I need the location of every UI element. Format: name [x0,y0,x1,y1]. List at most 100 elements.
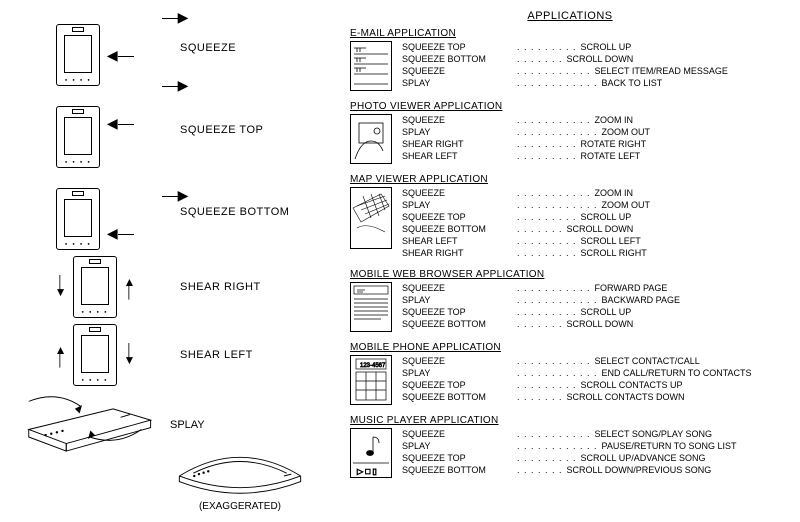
device-icon: ● ● ● ● [56,188,100,250]
gesture-squeeze-bottom: ▶ ● ● ● ● ◀ SQUEEZE BOTTOM [10,174,340,250]
dot-leader: . . . . . . . [517,223,563,235]
mapping-action: SCROLL DOWN/PREVIOUS SONG [563,464,712,476]
device-icon: ● ● ● ● [56,106,100,168]
dot-leader: . . . . . . . . . [517,138,577,150]
dot-leader: . . . . . . . . . [517,306,577,318]
dot-leader: . . . . . . . . . . . . [517,367,598,379]
mapping-gesture: SPLAY [402,77,517,89]
arrow-up-icon: ▲│ [55,345,67,365]
mapping-action: SELECT SONG/PLAY SONG [591,428,713,440]
mapping-row: SPLAY. . . . . . . . . . . .ZOOM OUT [402,199,790,211]
app-email: E-MAIL APPLICATION SQUEEZE TOP. . . . . … [350,28,790,91]
app-music: MUSIC PLAYER APPLICATION ▷ □ ▯ SQUEEZE. … [350,415,790,478]
mapping-gesture: SQUEEZE [402,355,517,367]
dot-leader: . . . . . . . [517,391,563,403]
email-icon [350,41,392,91]
mapping-row: SQUEEZE TOP. . . . . . . . .SCROLL UP [402,41,790,53]
mapping-gesture: SQUEEZE TOP [402,452,517,464]
app-map: MAP VIEWER APPLICATION SQUEEZE. . . . . … [350,174,790,259]
splay-exaggerated-icon [170,448,310,499]
mapping-action: END CALL/RETURN TO CONTACTS [598,367,752,379]
app-email-rows: SQUEEZE TOP. . . . . . . . .SCROLL UPSQU… [402,41,790,91]
arrow-down-icon: │▼ [124,345,136,365]
app-map-rows: SQUEEZE. . . . . . . . . . .ZOOM INSPLAY… [402,187,790,259]
dot-leader: . . . . . . . [517,318,563,330]
mapping-action: ZOOM OUT [598,126,651,138]
mapping-row: SPLAY. . . . . . . . . . . .ZOOM OUT [402,126,790,138]
gesture-splay-exaggerated: (EXAGGERATED) [140,448,340,512]
mapping-row: SQUEEZE TOP. . . . . . . . .SCROLL CONTA… [402,379,790,391]
mapping-gesture: SQUEEZE TOP [402,211,517,223]
mapping-action: ZOOM IN [591,187,634,199]
mapping-action: SCROLL UP/ADVANCE SONG [577,452,706,464]
mapping-gesture: SQUEEZE [402,114,517,126]
mapping-row: SQUEEZE TOP. . . . . . . . .SCROLL UP [402,306,790,318]
mapping-action: ROTATE RIGHT [577,138,647,150]
mapping-row: SHEAR RIGHT. . . . . . . . .ROTATE RIGHT [402,138,790,150]
mapping-action: SCROLL UP [577,211,632,223]
mapping-action: PAUSE/RETURN TO SONG LIST [598,440,737,452]
arrow-up-icon: ▲│ [124,277,136,297]
mapping-gesture: SQUEEZE BOTTOM [402,464,517,476]
mapping-row: SQUEEZE. . . . . . . . . . .FORWARD PAGE [402,282,790,294]
app-photo-rows: SQUEEZE. . . . . . . . . . .ZOOM INSPLAY… [402,114,790,164]
svg-text:▷ □ ▯: ▷ □ ▯ [357,467,377,476]
dot-leader: . . . . . . . . . [517,235,577,247]
app-web-title: MOBILE WEB BROWSER APPLICATION [350,269,790,280]
map-icon [350,187,392,249]
mapping-row: SQUEEZE TOP. . . . . . . . .SCROLL UP [402,211,790,223]
mapping-gesture: SHEAR LEFT [402,235,517,247]
gesture-squeeze-top-label: SQUEEZE TOP [180,124,263,136]
dot-leader: . . . . . . . . . . . [517,187,591,199]
dot-leader: . . . . . . . . . [517,379,577,391]
mapping-gesture: SQUEEZE TOP [402,41,517,53]
dot-leader: . . . . . . . [517,53,563,65]
mapping-action: SCROLL RIGHT [577,247,647,259]
mapping-action: BACKWARD PAGE [598,294,681,306]
mapping-gesture: SQUEEZE [402,282,517,294]
app-photo: PHOTO VIEWER APPLICATION SQUEEZE. . . . … [350,101,790,164]
mapping-gesture: SQUEEZE [402,187,517,199]
arrow-left-icon: ◀ [107,48,134,62]
dot-leader: . . . . . . . . . [517,452,577,464]
dot-leader: . . . . . . . . . . . . [517,77,598,89]
app-web-rows: SQUEEZE. . . . . . . . . . .FORWARD PAGE… [402,282,790,332]
mapping-row: SPLAY. . . . . . . . . . . .END CALL/RET… [402,367,790,379]
mapping-row: SQUEEZE. . . . . . . . . . .ZOOM IN [402,187,790,199]
mapping-gesture: SQUEEZE [402,65,517,77]
applications-title: APPLICATIONS [350,10,790,22]
mapping-row: SPLAY. . . . . . . . . . . .BACK TO LIST [402,77,790,89]
mapping-gesture: SPLAY [402,199,517,211]
mapping-action: SCROLL LEFT [577,235,641,247]
mapping-row: SQUEEZE BOTTOM. . . . . . . SCROLL DOWN [402,318,790,330]
gesture-squeeze-diagram: ▶ ● ● ● ● ◀ [10,10,180,86]
mapping-row: SQUEEZE BOTTOM. . . . . . . SCROLL DOWN [402,53,790,65]
device-icon: ● ● ● ● [56,24,100,86]
mapping-row: SHEAR LEFT. . . . . . . . . SCROLL LEFT [402,235,790,247]
device-icon: ● ● ● ● [73,324,117,386]
mapping-row: SHEAR LEFT. . . . . . . . . ROTATE LEFT [402,150,790,162]
mapping-gesture: SHEAR RIGHT [402,138,517,150]
photo-icon [350,114,392,164]
arrow-right-icon: ▶ [10,10,350,24]
app-phone-title: MOBILE PHONE APPLICATION [350,342,790,353]
dot-leader: . . . . . . . . . . . [517,65,591,77]
mapping-row: SHEAR RIGHT. . . . . . . . .SCROLL RIGHT [402,247,790,259]
mapping-gesture: SPLAY [402,367,517,379]
mapping-row: SQUEEZE. . . . . . . . . . .SELECT SONG/… [402,428,790,440]
arrow-right-icon: ▶ [10,78,350,92]
gesture-shear-left-diagram: ▲│ ● ● ● ● │▼ [10,324,180,386]
mapping-action: ZOOM OUT [598,199,651,211]
gesture-squeeze-bottom-diagram: ▶ ● ● ● ● ◀ [10,174,180,250]
mapping-gesture: SQUEEZE BOTTOM [402,318,517,330]
mapping-action: SCROLL UP [577,41,632,53]
dot-leader: . . . . . . . . . . . [517,355,591,367]
gesture-squeeze-bottom-label: SQUEEZE BOTTOM [180,206,289,218]
gesture-shear-right-label: SHEAR RIGHT [180,281,261,293]
applications-column: APPLICATIONS E-MAIL APPLICATION SQUEEZE … [350,10,790,512]
mapping-row: SQUEEZE. . . . . . . . . . .ZOOM IN [402,114,790,126]
mapping-gesture: SQUEEZE BOTTOM [402,53,517,65]
phone-icon: 123-4567 [350,355,392,405]
mapping-gesture: SPLAY [402,126,517,138]
dot-leader: . . . . . . . . . . . [517,114,591,126]
